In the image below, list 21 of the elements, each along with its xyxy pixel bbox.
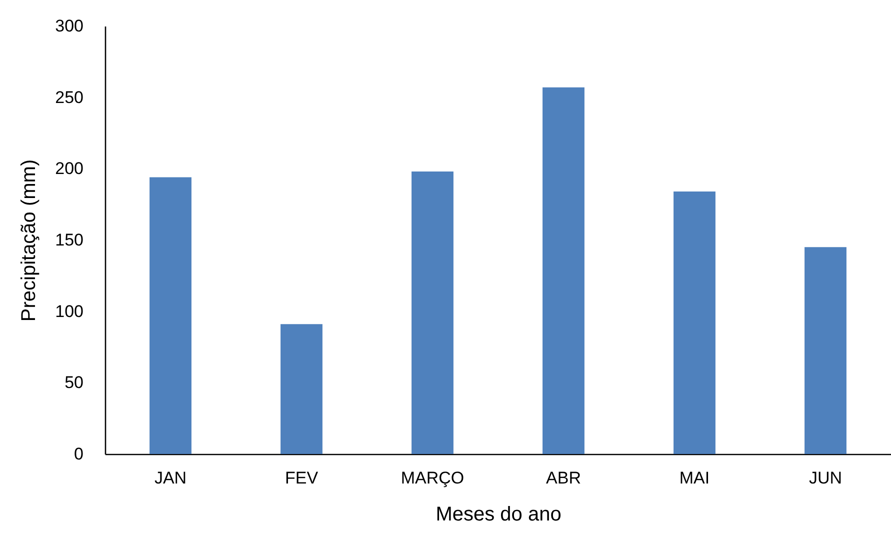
bar <box>804 247 846 454</box>
x-tick-label: MARÇO <box>400 468 464 488</box>
bar <box>542 87 584 454</box>
bar <box>674 191 716 454</box>
bar <box>150 177 192 454</box>
y-tick-label: 50 <box>64 373 84 392</box>
y-tick-label: 300 <box>55 16 84 36</box>
x-tick-label: JAN <box>154 468 187 488</box>
bar <box>412 172 454 454</box>
x-axis-title: Meses do ano <box>436 504 562 526</box>
y-tick-label: 200 <box>55 159 84 178</box>
x-tick-label: JUN <box>808 468 842 488</box>
y-tick-label: 150 <box>55 230 84 250</box>
x-tick-label: MAI <box>679 468 710 488</box>
y-tick-label: 250 <box>55 88 84 107</box>
y-tick-label: 0 <box>74 444 84 464</box>
bar <box>280 324 322 454</box>
y-axis-title: Precipitação (mm) <box>18 159 40 322</box>
y-tick-label: 100 <box>55 302 84 321</box>
x-tick-label: FEV <box>284 468 319 488</box>
x-tick-label: ABR <box>546 468 581 488</box>
